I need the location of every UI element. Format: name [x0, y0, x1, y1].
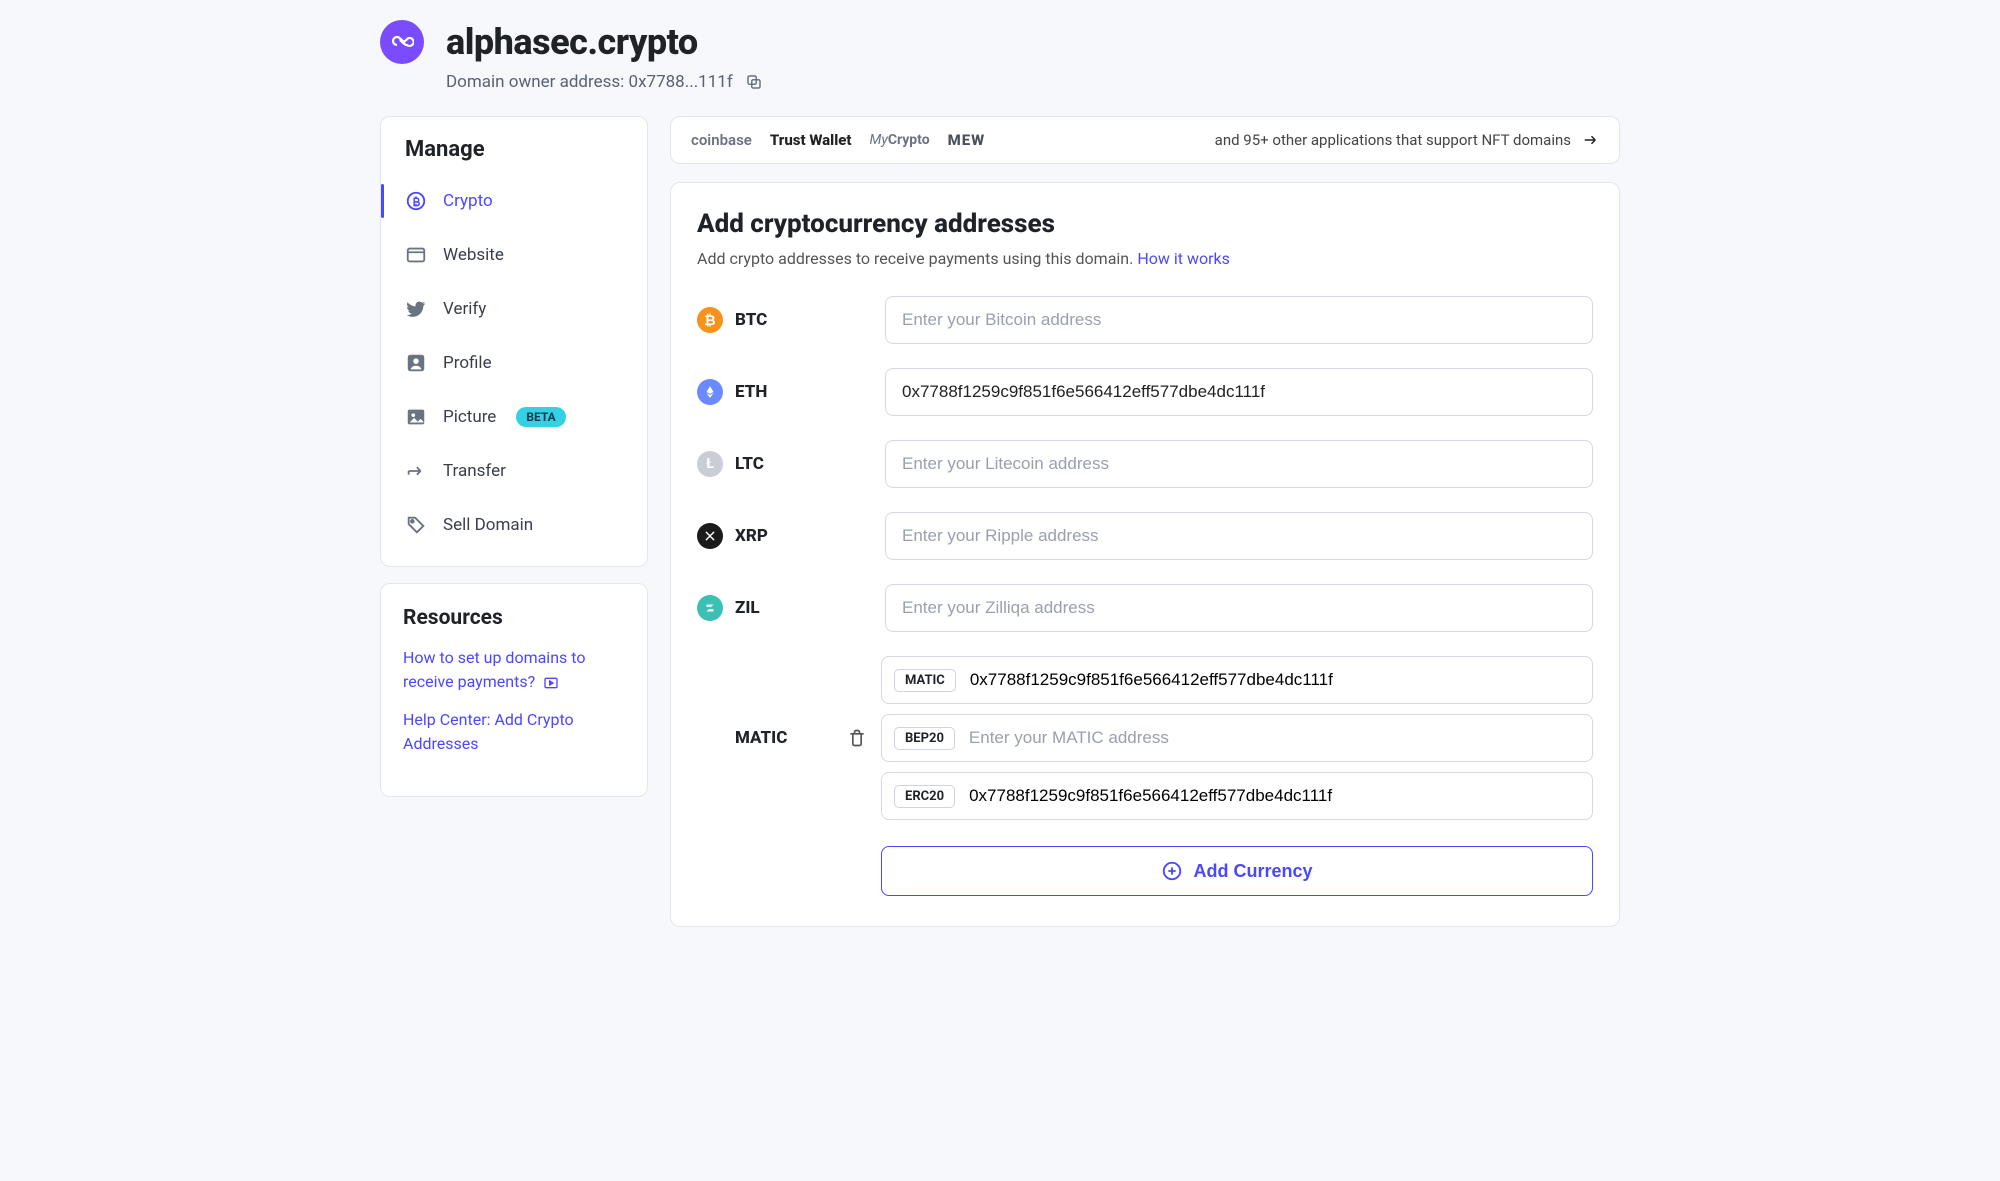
- xrp-address-input[interactable]: [885, 512, 1593, 560]
- picture-icon: [405, 406, 427, 428]
- owner-address-label: Domain owner address: 0x7788...111f: [446, 72, 733, 92]
- currency-symbol: LTC: [735, 454, 764, 474]
- sidebar-item-label: Profile: [443, 353, 492, 373]
- sidebar-item-sell[interactable]: Sell Domain: [381, 498, 647, 552]
- app-coinbase: coinbase: [691, 131, 752, 149]
- matic-chain-row-bep20: BEP20: [881, 714, 1593, 762]
- website-icon: [405, 244, 427, 266]
- sidebar-item-crypto[interactable]: Crypto: [381, 174, 647, 228]
- xrp-icon: [697, 523, 723, 549]
- how-it-works-link[interactable]: How it works: [1137, 249, 1230, 268]
- verify-icon: [405, 298, 427, 320]
- matic-chain-row-erc20: ERC20: [881, 772, 1593, 820]
- copy-address-button[interactable]: [745, 73, 763, 91]
- app-mew: MEW: [948, 131, 986, 149]
- sidebar-item-website[interactable]: Website: [381, 228, 647, 282]
- sidebar-item-picture[interactable]: Picture BETA: [381, 390, 647, 444]
- domain-title: alphasec.crypto: [446, 21, 698, 63]
- profile-icon: [405, 352, 427, 374]
- crypto-icon: [405, 190, 427, 212]
- sidebar-item-label: Crypto: [443, 191, 493, 211]
- support-more-link[interactable]: and 95+ other applications that support …: [1215, 131, 1599, 149]
- currency-row-ltc: Ł LTC: [697, 440, 1593, 488]
- app-trust-wallet: Trust Wallet: [770, 131, 852, 149]
- arrow-right-icon: [1581, 131, 1599, 149]
- currency-symbol: BTC: [735, 310, 767, 330]
- manage-heading: Manage: [381, 137, 647, 174]
- currency-row-xrp: XRP: [697, 512, 1593, 560]
- delete-matic-button[interactable]: [847, 728, 867, 748]
- matic-bep20-input[interactable]: [969, 728, 1580, 748]
- matic-matic-input[interactable]: [970, 670, 1580, 690]
- currency-symbol: ZIL: [735, 598, 760, 618]
- ltc-address-input[interactable]: [885, 440, 1593, 488]
- resource-link-setup[interactable]: How to set up domains to receive payment…: [403, 648, 585, 691]
- currency-symbol: ETH: [735, 382, 767, 402]
- chain-badge: BEP20: [894, 727, 955, 750]
- btc-address-input[interactable]: [885, 296, 1593, 344]
- chain-badge: ERC20: [894, 785, 955, 808]
- video-icon: [543, 675, 559, 691]
- currency-row-matic: MATIC MATIC BEP20: [697, 656, 1593, 820]
- sidebar-item-label: Website: [443, 245, 504, 265]
- matic-erc20-input[interactable]: [969, 786, 1580, 806]
- resource-link-help[interactable]: Help Center: Add Crypto Addresses: [403, 710, 574, 753]
- sidebar-item-verify[interactable]: Verify: [381, 282, 647, 336]
- sidebar-item-label: Verify: [443, 299, 486, 319]
- section-title: Add cryptocurrency addresses: [697, 209, 1593, 239]
- support-bar: coinbase Trust Wallet MyCrypto MEW and 9…: [670, 116, 1620, 164]
- add-currency-button[interactable]: Add Currency: [881, 846, 1593, 896]
- eth-address-input[interactable]: [885, 368, 1593, 416]
- sidebar-item-transfer[interactable]: Transfer: [381, 444, 647, 498]
- matic-chain-row-matic: MATIC: [881, 656, 1593, 704]
- zil-address-input[interactable]: [885, 584, 1593, 632]
- chain-badge: MATIC: [894, 669, 956, 692]
- btc-icon: ₿: [697, 307, 723, 333]
- currency-row-zil: ZIL: [697, 584, 1593, 632]
- app-mycrypto: MyCrypto: [870, 132, 930, 148]
- brand-icon: [380, 20, 424, 64]
- sell-icon: [405, 514, 427, 536]
- currency-symbol: MATIC: [735, 728, 787, 748]
- manage-nav: Crypto Website Verify: [381, 174, 647, 552]
- sidebar-item-label: Transfer: [443, 461, 506, 481]
- transfer-icon: [405, 460, 427, 482]
- sidebar-item-label: Picture: [443, 407, 496, 427]
- plus-circle-icon: [1161, 860, 1183, 882]
- currency-row-eth: ETH: [697, 368, 1593, 416]
- resources-heading: Resources: [403, 606, 625, 630]
- beta-badge: BETA: [516, 407, 565, 427]
- eth-icon: [697, 379, 723, 405]
- zil-icon: [697, 595, 723, 621]
- section-subtitle: Add crypto addresses to receive payments…: [697, 249, 1593, 268]
- sidebar-item-label: Sell Domain: [443, 515, 533, 535]
- ltc-icon: Ł: [697, 451, 723, 477]
- currency-row-btc: ₿ BTC: [697, 296, 1593, 344]
- currency-symbol: XRP: [735, 526, 768, 546]
- sidebar-item-profile[interactable]: Profile: [381, 336, 647, 390]
